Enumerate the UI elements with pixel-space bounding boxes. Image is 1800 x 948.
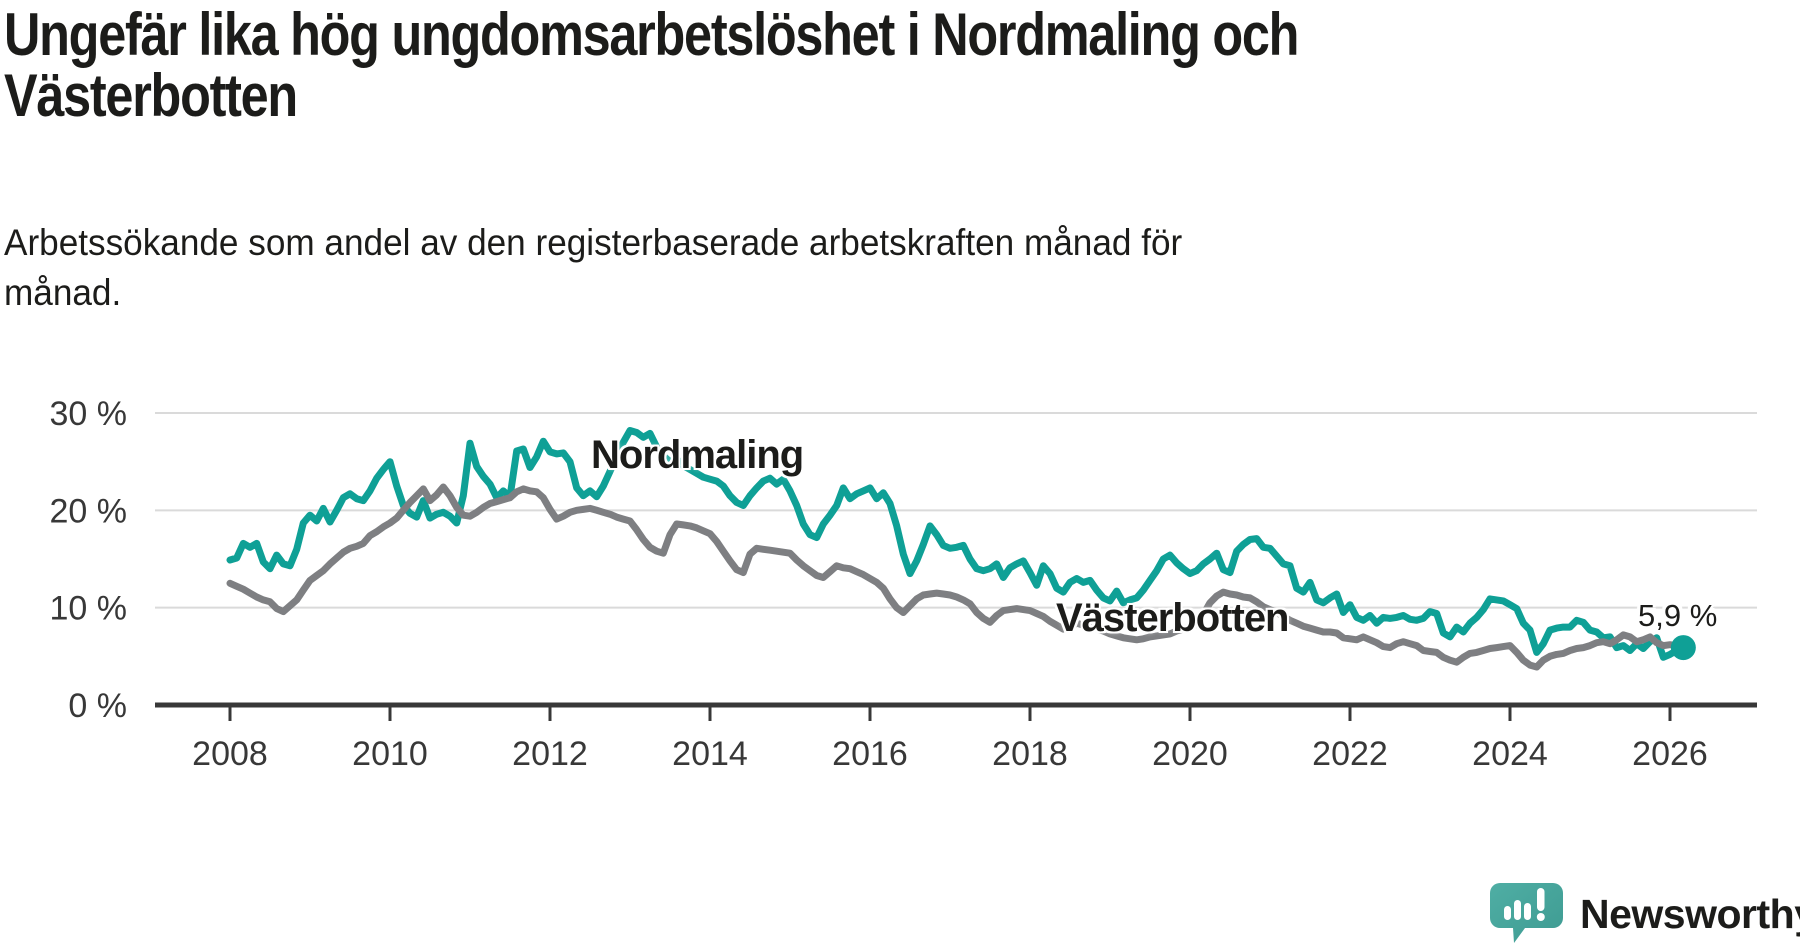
newsworthy-speech-bubble-bar-chart-icon: [1490, 883, 1563, 943]
x-tick-label-2022: 2022: [1312, 735, 1388, 773]
page-title: Ungefär lika hög ungdomsarbetslöshet i N…: [4, 1, 1299, 129]
latest-value-dot: [1670, 635, 1696, 661]
x-tick-label-2012: 2012: [512, 735, 588, 773]
y-tick-label-30: 30 %: [50, 395, 128, 433]
newsworthy-brand: Newsworthy: [1490, 883, 1800, 945]
x-tick-label-2024: 2024: [1472, 735, 1548, 773]
x-tick-label-2018: 2018: [992, 735, 1068, 773]
series-label-nordmaling: Nordmaling: [591, 433, 804, 477]
logo-bar-3: [1524, 903, 1531, 920]
logo-exclamation-dot: [1536, 913, 1545, 921]
y-tick-label-10: 10 %: [50, 590, 128, 628]
x-tick-label-2014: 2014: [672, 735, 748, 773]
y-tick-label-0: 0 %: [68, 687, 127, 725]
page-title-line-1: Ungefär lika hög ungdomsarbetslöshet i N…: [4, 1, 1299, 68]
logo-exclamation-bar: [1537, 888, 1545, 911]
logo-bar-2: [1514, 900, 1521, 920]
x-tick-label-2010: 2010: [352, 735, 428, 773]
x-tick-label-2016: 2016: [832, 735, 908, 773]
y-tick-label-20: 20 %: [50, 492, 128, 530]
chart-subtitle-line-1: Arbetssökande som andel av den registerb…: [4, 222, 1183, 263]
series-label-vasterbotten: Västerbotten: [1056, 596, 1289, 640]
x-tick-label-2008: 2008: [192, 735, 268, 773]
series-line-nordmaling: [226, 427, 1687, 661]
chart-subtitle: Arbetssökande som andel av den registerb…: [4, 218, 1182, 318]
brand-name: Newsworthy: [1580, 891, 1800, 937]
series-line-västerbotten: [226, 483, 1687, 671]
page-title-line-2: Västerbotten: [4, 62, 298, 129]
latest-value-label: 5,9 %: [1638, 598, 1718, 633]
x-tick-label-2020: 2020: [1152, 735, 1228, 773]
x-tick-label-2026: 2026: [1632, 735, 1708, 773]
logo-bar-1: [1504, 906, 1511, 920]
chart-subtitle-line-2: månad.: [4, 272, 122, 313]
unemployment-line-chart: 2008 2010 2012 2014 2016 2018 2020 2022 2024 2026…: [50, 395, 1757, 773]
